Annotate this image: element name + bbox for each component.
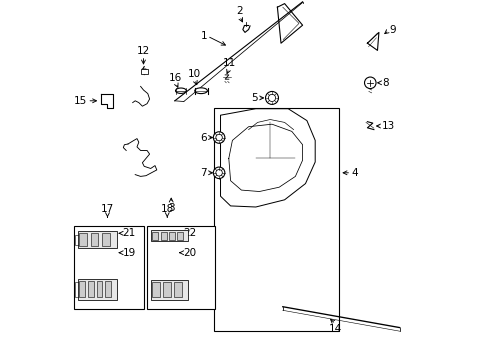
Text: 18: 18 (161, 204, 174, 214)
Text: 20: 20 (183, 248, 196, 258)
Text: 1: 1 (200, 31, 207, 41)
Text: 2: 2 (236, 6, 243, 16)
Bar (74, 226, 144, 309)
Bar (91, 233, 98, 246)
Bar (177, 232, 183, 240)
Ellipse shape (195, 88, 207, 94)
Circle shape (216, 134, 222, 141)
Bar (152, 232, 158, 240)
Circle shape (213, 132, 225, 143)
Circle shape (213, 167, 225, 179)
Bar (77, 279, 117, 300)
Bar (105, 281, 111, 297)
Bar (174, 282, 182, 297)
Text: 4: 4 (351, 168, 358, 178)
Bar (97, 281, 102, 297)
Bar (141, 69, 148, 74)
Text: 7: 7 (200, 168, 207, 178)
Text: 17: 17 (101, 204, 114, 214)
Text: 3: 3 (168, 203, 174, 213)
Text: 19: 19 (122, 248, 136, 258)
Text: 13: 13 (382, 121, 395, 131)
Text: 16: 16 (169, 73, 182, 83)
Text: 8: 8 (382, 78, 389, 88)
Bar (102, 233, 110, 246)
Bar (147, 226, 215, 309)
Bar (151, 230, 189, 241)
Bar (161, 232, 167, 240)
Text: 5: 5 (251, 93, 258, 103)
Text: 9: 9 (389, 25, 395, 35)
Circle shape (269, 94, 275, 102)
Text: 6: 6 (200, 132, 207, 143)
Text: 10: 10 (188, 69, 201, 79)
Bar (88, 281, 94, 297)
Bar (79, 233, 87, 246)
Circle shape (216, 170, 222, 176)
Circle shape (365, 77, 376, 89)
Bar (169, 232, 175, 240)
Bar (151, 280, 189, 300)
Text: 14: 14 (329, 324, 343, 334)
Text: 22: 22 (183, 228, 196, 238)
Text: 11: 11 (222, 58, 236, 68)
Ellipse shape (175, 88, 186, 94)
Bar (163, 282, 171, 297)
Text: 15: 15 (74, 96, 87, 106)
Bar (152, 282, 160, 297)
Bar (77, 231, 117, 248)
Bar (79, 281, 85, 297)
Circle shape (266, 91, 278, 104)
Text: 12: 12 (137, 46, 150, 56)
Bar (215, 108, 339, 331)
Text: 21: 21 (122, 228, 136, 238)
